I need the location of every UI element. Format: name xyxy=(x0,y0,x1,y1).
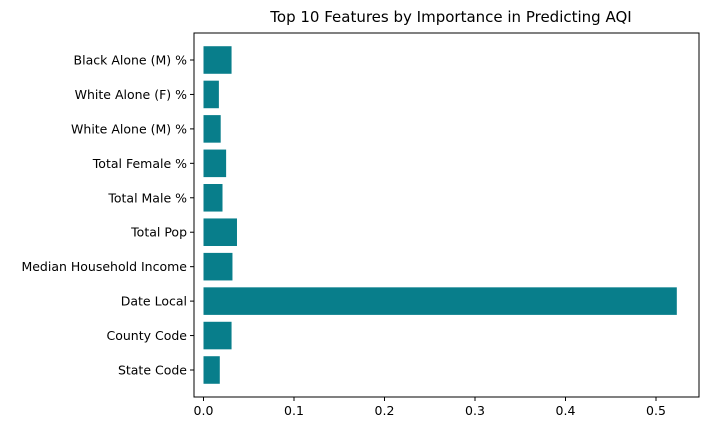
bar-7 xyxy=(203,115,221,143)
bar-5 xyxy=(203,184,223,212)
x-tick-label-2: 0.2 xyxy=(375,403,395,418)
bar-0 xyxy=(203,356,220,384)
bar-3 xyxy=(203,252,233,281)
y-tick-label-1: County Code xyxy=(107,328,188,343)
y-tick-label-4: Total Pop xyxy=(130,225,187,240)
y-tick-label-9: Black Alone (M) % xyxy=(74,53,188,68)
x-tick-label-5: 0.5 xyxy=(646,403,666,418)
y-tick-label-3: Median Household Income xyxy=(21,259,187,274)
y-tick-label-6: Total Female % xyxy=(92,156,187,171)
y-tick-label-7: White Alone (M) % xyxy=(71,121,187,136)
bar-2 xyxy=(203,287,677,315)
bar-4 xyxy=(203,218,237,246)
x-tick-label-1: 0.1 xyxy=(284,403,304,418)
bar-8 xyxy=(203,80,219,109)
bar-9 xyxy=(203,46,232,74)
y-tick-label-0: State Code xyxy=(118,363,187,378)
x-tick-label-3: 0.3 xyxy=(465,403,485,418)
y-tick-label-8: White Alone (F) % xyxy=(75,87,187,102)
x-tick-label-4: 0.4 xyxy=(556,403,576,418)
bar-6 xyxy=(203,149,227,178)
x-axis-ticks: 0.0 0.1 0.2 0.3 0.4 0.5 xyxy=(194,397,666,418)
bars-group xyxy=(203,46,677,384)
x-tick-label-0: 0.0 xyxy=(194,403,214,418)
y-tick-label-2: Date Local xyxy=(121,294,187,309)
plot-frame xyxy=(193,32,700,398)
bar-1 xyxy=(203,321,232,350)
y-tick-label-5: Total Male % xyxy=(107,190,187,205)
chart-title: Top 10 Features by Importance in Predict… xyxy=(269,8,631,26)
y-axis-ticks: State Code County Code Date Local Median Ho… xyxy=(21,53,194,378)
